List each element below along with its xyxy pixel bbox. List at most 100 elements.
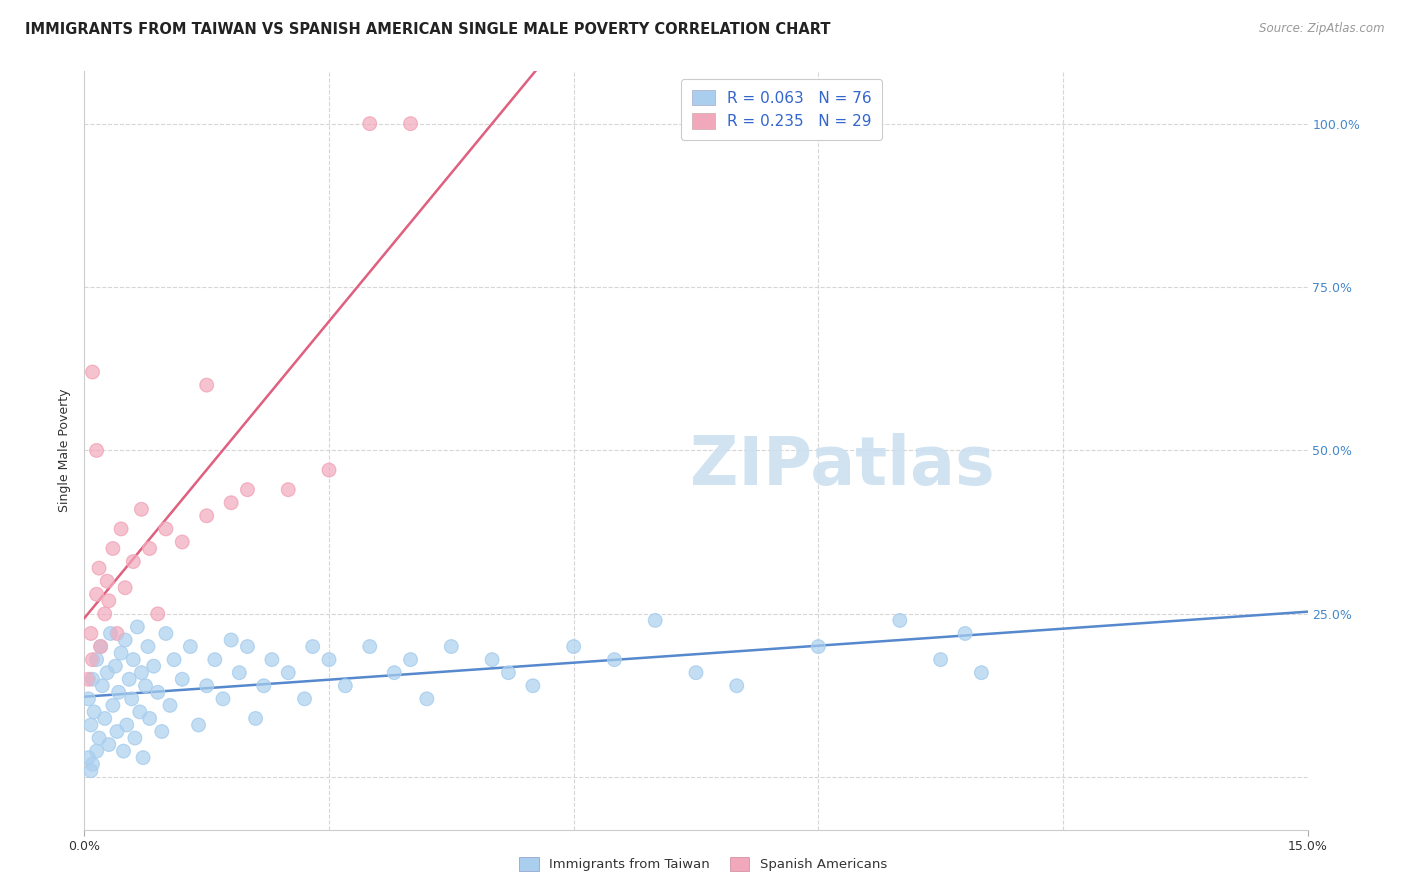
- Point: [195, 508, 218, 523]
- Point: [96, 574, 118, 589]
- Point: [562, 640, 585, 654]
- Point: [83, 705, 105, 719]
- Point: [155, 522, 177, 536]
- Point: [219, 496, 242, 510]
- Point: [187, 718, 209, 732]
- Point: [131, 665, 153, 680]
- Point: [82, 757, 104, 772]
- Point: [82, 672, 104, 686]
- Point: [101, 541, 124, 556]
- Point: [132, 750, 155, 764]
- Point: [105, 626, 128, 640]
- Point: [889, 614, 911, 628]
- Point: [97, 738, 120, 752]
- Point: [399, 652, 422, 666]
- Point: [163, 652, 186, 666]
- Point: [155, 626, 177, 640]
- Point: [114, 581, 136, 595]
- Point: [82, 757, 104, 772]
- Point: [136, 640, 159, 654]
- Point: [115, 718, 138, 732]
- Point: [96, 665, 118, 680]
- Point: [155, 522, 177, 536]
- Point: [195, 378, 218, 392]
- Point: [105, 724, 128, 739]
- Point: [131, 665, 153, 680]
- Point: [294, 691, 316, 706]
- Point: [80, 626, 103, 640]
- Y-axis label: Single Male Poverty: Single Male Poverty: [58, 389, 72, 512]
- Point: [122, 555, 145, 569]
- Point: [245, 711, 267, 725]
- Point: [96, 574, 118, 589]
- Point: [77, 691, 100, 706]
- Point: [122, 555, 145, 569]
- Point: [101, 541, 124, 556]
- Point: [195, 508, 218, 523]
- Point: [114, 633, 136, 648]
- Point: [953, 626, 976, 640]
- Point: [110, 646, 132, 660]
- Point: [179, 640, 201, 654]
- Legend: R = 0.063   N = 76, R = 0.235   N = 29: R = 0.063 N = 76, R = 0.235 N = 29: [681, 79, 882, 140]
- Point: [127, 620, 149, 634]
- Point: [245, 711, 267, 725]
- Point: [644, 614, 666, 628]
- Point: [118, 672, 141, 686]
- Point: [159, 698, 181, 713]
- Point: [121, 691, 143, 706]
- Point: [335, 679, 357, 693]
- Point: [953, 626, 976, 640]
- Point: [146, 685, 169, 699]
- Point: [260, 652, 283, 666]
- Point: [318, 652, 340, 666]
- Point: [93, 607, 115, 621]
- Point: [138, 711, 160, 725]
- Point: [77, 672, 100, 686]
- Point: [172, 672, 194, 686]
- Point: [86, 652, 108, 666]
- Point: [889, 614, 911, 628]
- Text: ZIPatlas: ZIPatlas: [690, 433, 995, 499]
- Point: [110, 522, 132, 536]
- Point: [128, 705, 150, 719]
- Point: [172, 535, 194, 549]
- Point: [399, 117, 422, 131]
- Point: [97, 594, 120, 608]
- Point: [96, 665, 118, 680]
- Point: [440, 640, 463, 654]
- Point: [929, 652, 952, 666]
- Point: [114, 581, 136, 595]
- Point: [318, 652, 340, 666]
- Point: [107, 685, 129, 699]
- Point: [87, 731, 110, 745]
- Point: [131, 502, 153, 516]
- Point: [359, 640, 381, 654]
- Point: [86, 443, 108, 458]
- Point: [86, 587, 108, 601]
- Point: [172, 535, 194, 549]
- Point: [219, 633, 242, 648]
- Point: [86, 652, 108, 666]
- Point: [260, 652, 283, 666]
- Point: [105, 724, 128, 739]
- Point: [107, 685, 129, 699]
- Point: [90, 640, 112, 654]
- Point: [228, 665, 250, 680]
- Point: [685, 665, 707, 680]
- Point: [138, 711, 160, 725]
- Point: [86, 744, 108, 758]
- Point: [77, 691, 100, 706]
- Point: [90, 640, 112, 654]
- Point: [359, 640, 381, 654]
- Point: [104, 659, 127, 673]
- Point: [86, 587, 108, 601]
- Text: IMMIGRANTS FROM TAIWAN VS SPANISH AMERICAN SINGLE MALE POVERTY CORRELATION CHART: IMMIGRANTS FROM TAIWAN VS SPANISH AMERIC…: [25, 22, 831, 37]
- Point: [146, 607, 169, 621]
- Point: [90, 640, 112, 654]
- Point: [97, 594, 120, 608]
- Point: [112, 744, 135, 758]
- Point: [80, 626, 103, 640]
- Point: [236, 640, 259, 654]
- Point: [277, 483, 299, 497]
